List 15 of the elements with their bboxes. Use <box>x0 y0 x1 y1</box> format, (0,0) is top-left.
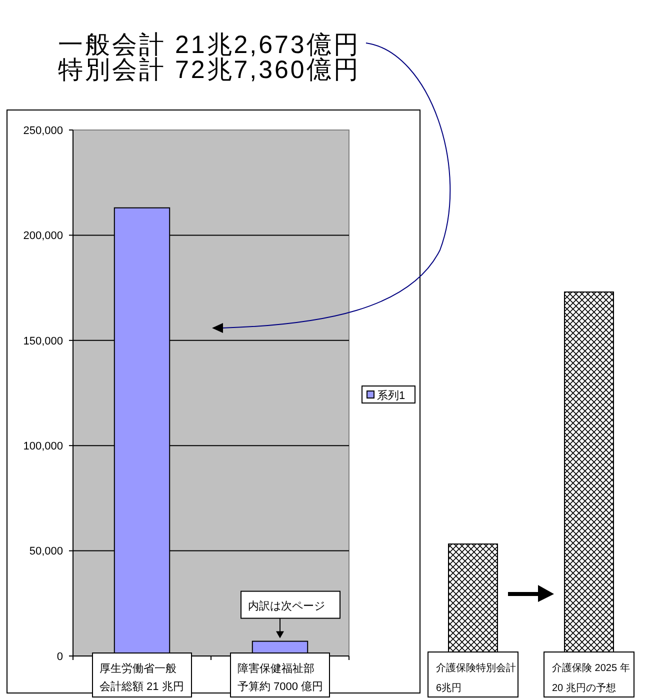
annotation: 内訳は次ページ <box>248 599 325 612</box>
data-label: 20 兆円の予想 <box>552 682 616 694</box>
y-tick-label: 100,000 <box>23 440 63 452</box>
x-tick-label: 介護保険 2025 年 <box>552 662 630 674</box>
legend-label: 系列1 <box>377 389 406 402</box>
y-tick-label: 150,000 <box>23 335 63 348</box>
x-tick-label: 厚生労働省一般会計総額 21 兆円 <box>100 662 184 693</box>
y-tick-label: 250,000 <box>23 124 63 137</box>
x-tick-label: 介護保険特別会計 <box>436 662 516 674</box>
data-label: 6兆円 <box>436 682 462 694</box>
y-tick-label: 200,000 <box>23 230 63 242</box>
y-tick-label: 50,000 <box>29 546 63 558</box>
x-tick-label: 障害保健福祉部予算約 7000 億円 <box>238 662 324 693</box>
y-tick-label: 0 <box>56 650 63 663</box>
text: 特別会計 72兆7,360億円 <box>58 56 360 84</box>
